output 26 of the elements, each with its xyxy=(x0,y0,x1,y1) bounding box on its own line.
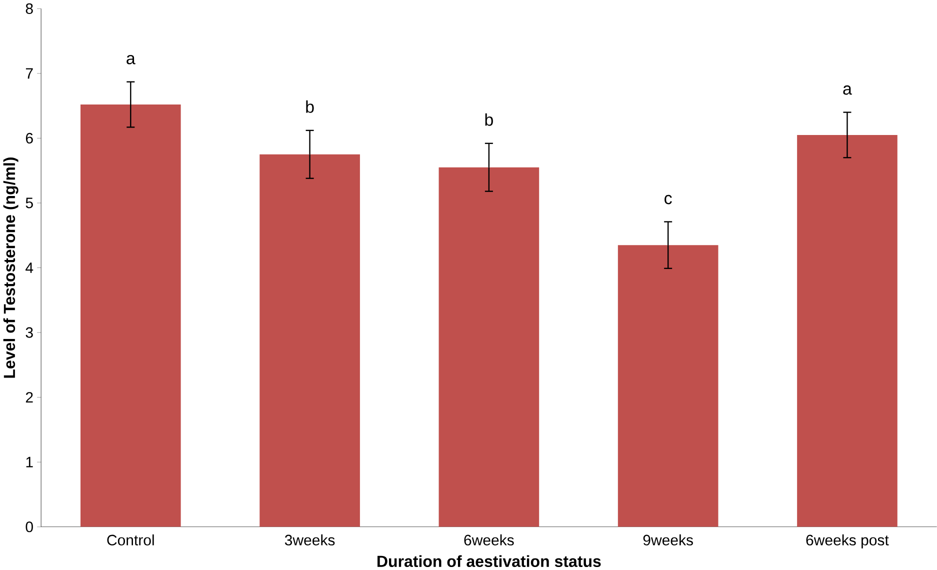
x-tick-label: 6weeks post xyxy=(806,534,889,548)
annotation: a xyxy=(126,54,136,64)
bar xyxy=(438,167,540,527)
y-tick-label: 0 xyxy=(26,521,33,532)
bar xyxy=(80,104,181,527)
y-tick-label: 8 xyxy=(26,3,33,14)
y-tick-label: 5 xyxy=(26,198,33,208)
bar xyxy=(797,134,898,527)
x-tick-label: 3weeks xyxy=(284,534,335,546)
y-tick-label: 1 xyxy=(26,456,33,468)
annotation: b xyxy=(306,100,314,113)
bar xyxy=(618,244,718,527)
annotation: c xyxy=(664,194,672,204)
y-axis-title: Level of Testosterone (ng/ml) xyxy=(3,157,18,378)
y-tick-label: 7 xyxy=(26,68,33,78)
bar xyxy=(260,154,360,527)
y-tick-label: 2 xyxy=(26,392,33,402)
x-tick-label: Control xyxy=(107,534,154,546)
annotation: a xyxy=(843,85,852,95)
y-tick-label: 4 xyxy=(26,262,34,273)
y-tick-label: 3 xyxy=(26,327,33,338)
y-tick-label: 6 xyxy=(26,132,33,144)
annotation: b xyxy=(485,113,493,126)
x-tick-label: 6weeks xyxy=(464,534,514,546)
x-axis-title: Duration of aestivation status xyxy=(378,555,601,567)
x-tick-label: 9weeks xyxy=(643,534,693,546)
